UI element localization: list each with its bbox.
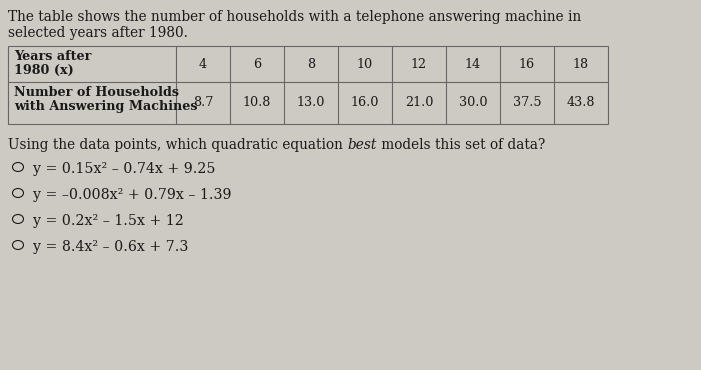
Text: Number of Households: Number of Households (14, 86, 179, 99)
Text: 8: 8 (307, 57, 315, 71)
Text: 30.0: 30.0 (458, 97, 487, 110)
Text: 18: 18 (573, 57, 589, 71)
Text: with Answering Machines: with Answering Machines (14, 100, 198, 113)
Text: y = 0.2x² – 1.5x + 12: y = 0.2x² – 1.5x + 12 (33, 214, 184, 228)
Text: y = 8.4x² – 0.6x + 7.3: y = 8.4x² – 0.6x + 7.3 (33, 240, 189, 254)
Text: y = –0.008x² + 0.79x – 1.39: y = –0.008x² + 0.79x – 1.39 (33, 188, 231, 202)
Text: 10.8: 10.8 (243, 97, 271, 110)
Text: 6: 6 (253, 57, 261, 71)
Text: 16: 16 (519, 57, 535, 71)
Text: 10: 10 (357, 57, 373, 71)
Text: 12: 12 (411, 57, 427, 71)
Text: best: best (347, 138, 376, 152)
Text: 16.0: 16.0 (350, 97, 379, 110)
Text: y = 0.15x² – 0.74x + 9.25: y = 0.15x² – 0.74x + 9.25 (33, 162, 215, 176)
Text: 8.7: 8.7 (193, 97, 213, 110)
Bar (8, 46, 608, 124)
Ellipse shape (13, 188, 24, 198)
Text: Using the data points, which quadratic equation: Using the data points, which quadratic e… (8, 138, 347, 152)
Text: Years after: Years after (14, 50, 91, 63)
Text: 43.8: 43.8 (566, 97, 595, 110)
Text: 13.0: 13.0 (297, 97, 325, 110)
Ellipse shape (13, 215, 24, 223)
Text: The table shows the number of households with a telephone answering machine in: The table shows the number of households… (8, 10, 581, 24)
Text: 1980 (x): 1980 (x) (14, 64, 74, 77)
Text: models this set of data?: models this set of data? (376, 138, 545, 152)
Text: selected years after 1980.: selected years after 1980. (8, 26, 188, 40)
Ellipse shape (13, 162, 24, 172)
Text: 4: 4 (199, 57, 207, 71)
Text: 21.0: 21.0 (404, 97, 433, 110)
Text: 14: 14 (465, 57, 481, 71)
Ellipse shape (13, 240, 24, 249)
Text: 37.5: 37.5 (512, 97, 541, 110)
